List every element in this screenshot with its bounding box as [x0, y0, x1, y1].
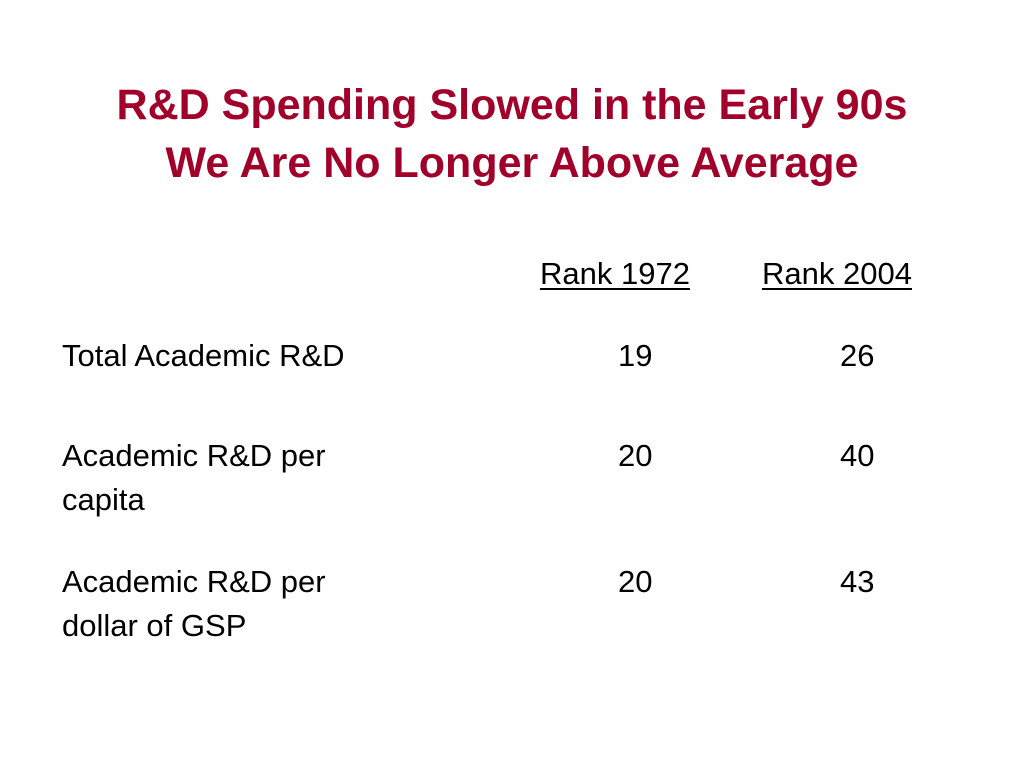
column-header-rank-2004: Rank 2004 — [762, 256, 912, 291]
row-label-line: capita — [62, 482, 145, 517]
row-label-rd-per-dollar-gsp: Academic R&D per dollar of GSP — [62, 560, 326, 648]
column-header-rank-1972: Rank 1972 — [540, 256, 690, 291]
slide-title: R&D Spending Slowed in the Early 90s We … — [0, 76, 1024, 192]
cell-rank-2004-per-gsp: 43 — [840, 564, 875, 599]
row-label-line: Academic R&D per — [62, 438, 326, 473]
row-label-line: Academic R&D per — [62, 564, 326, 599]
row-label-line: dollar of GSP — [62, 608, 247, 643]
cell-rank-1972-total: 19 — [618, 338, 653, 373]
row-label-rd-per-capita: Academic R&D per capita — [62, 434, 326, 522]
cell-rank-1972-per-capita: 20 — [618, 438, 653, 473]
cell-rank-2004-total: 26 — [840, 338, 875, 373]
title-line-2: We Are No Longer Above Average — [165, 139, 859, 187]
cell-rank-1972-per-gsp: 20 — [618, 564, 653, 599]
cell-rank-2004-per-capita: 40 — [840, 438, 875, 473]
row-label-total-academic-rd: Total Academic R&D — [62, 334, 345, 378]
row-label-line: Total Academic R&D — [62, 338, 345, 373]
title-line-1: R&D Spending Slowed in the Early 90s — [116, 81, 908, 129]
